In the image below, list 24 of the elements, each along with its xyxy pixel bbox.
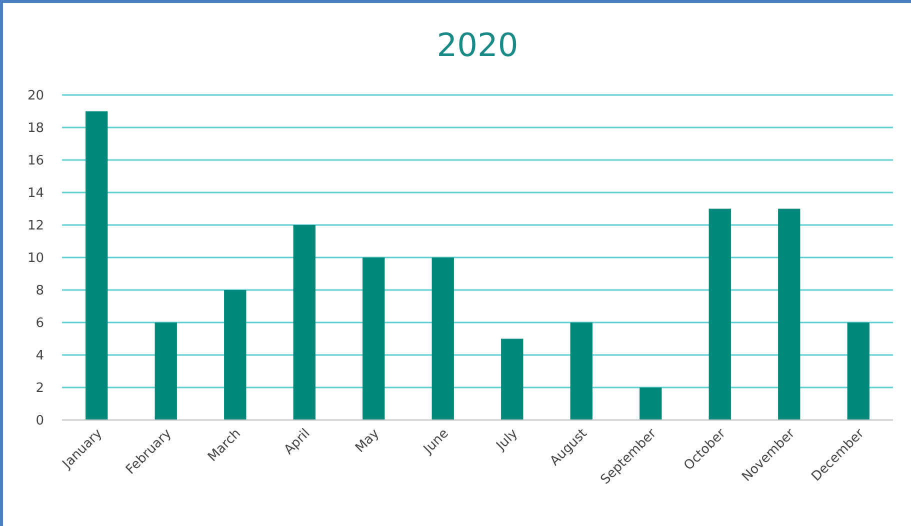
y-tick-label: 16 <box>27 154 44 169</box>
bar <box>293 225 316 420</box>
bar <box>570 322 592 420</box>
bar <box>708 208 731 420</box>
y-tick-label: 18 <box>27 121 44 136</box>
y-tick-label: 12 <box>27 218 44 234</box>
y-tick-label: 0 <box>36 414 44 429</box>
bar <box>778 208 800 420</box>
y-tick-label: 8 <box>36 284 44 299</box>
bar <box>86 111 108 420</box>
y-tick-label: 14 <box>27 186 44 202</box>
bar <box>224 290 246 420</box>
bar <box>362 258 385 420</box>
bar <box>432 258 454 420</box>
bar <box>154 322 177 420</box>
y-tick-label: 20 <box>27 88 44 104</box>
y-tick-label: 2 <box>36 381 44 396</box>
y-tick-label: 6 <box>36 316 44 332</box>
bar <box>501 338 524 420</box>
chart-title: 2020 <box>436 26 518 64</box>
y-tick-label: 4 <box>36 348 44 364</box>
bar <box>640 388 662 420</box>
y-tick-label: 10 <box>27 251 44 266</box>
bar <box>847 322 870 420</box>
